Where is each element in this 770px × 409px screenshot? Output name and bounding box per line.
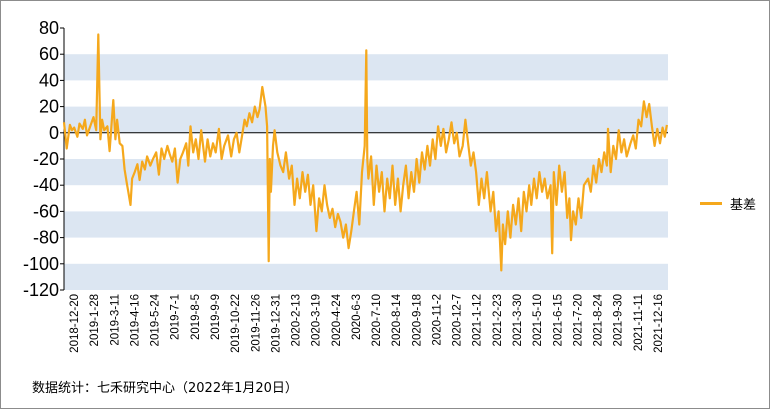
x-tick-label: 2019-11-26 [250,294,262,352]
x-tick-label: 2021-6-15 [552,294,564,346]
x-tick-label: 2019-7-1 [170,294,182,340]
x-tick-label: 2021-5-10 [532,294,544,346]
x-tick-label: 2020-7-10 [371,294,383,346]
x-tick-label: 2021-7-20 [572,294,584,346]
x-tick-label: 2020-2-13 [291,294,303,346]
y-tick-label: 0 [49,123,59,143]
x-tick-label: 2018-12-20 [69,294,81,353]
legend: 基差 [700,194,756,213]
y-tick-label: -20 [33,149,59,169]
legend-swatch [700,202,722,205]
y-tick-label: 80 [39,18,59,38]
x-tick-label: 2020-12-7 [452,294,464,346]
background-band [64,159,668,186]
y-tick-label: 40 [39,70,59,90]
y-tick-label: -40 [33,175,59,195]
x-tick-label: 2020-9-18 [411,294,423,346]
y-tick-label: -120 [23,280,59,300]
x-axis: 2018-12-20 2019-1-28 2019-3-11 2019-4-16 201… [69,293,665,352]
y-axis: 80 60 40 20 0 -20 -40 -60 -80 -100 -120 [23,18,65,300]
series-layer [62,33,668,272]
x-tick-label: 2020-8-14 [391,293,403,346]
background-bands [64,54,668,290]
x-tick-label: 2019-9-9 [210,294,222,340]
legend-label: 基差 [730,198,757,213]
x-tick-label: 2019-5-24 [150,293,162,346]
x-tick-label: 2019-1-28 [89,294,101,346]
y-tick-label: -60 [33,201,59,221]
background-band [64,263,668,290]
y-tick-label: 20 [39,97,59,117]
y-tick-label: -80 [33,228,59,248]
x-tick-label: 2019-12-31 [270,294,282,353]
x-tick-label: 2019-3-11 [109,294,121,346]
x-tick-label: 2021-2-23 [492,294,504,346]
x-tick-label: 2019-10-22 [230,294,242,353]
series-line-basis [62,33,668,272]
y-tick-label: 60 [39,44,59,64]
source-note: 数据统计：七禾研究中心（2022年1月20日） [32,381,298,396]
x-tick-label: 2020-11-2 [431,294,443,346]
y-tick-label: -100 [23,254,59,274]
x-tick-label: 2021-12-16 [653,294,665,353]
x-tick-label: 2020-6-3 [351,294,363,340]
x-tick-label: 2019-4-16 [129,294,141,346]
x-tick-label: 2021-11-11 [633,294,645,351]
x-tick-label: 2020-3-19 [311,294,323,346]
x-tick-label: 2020-4-24 [331,293,343,346]
x-tick-label: 2019-8-5 [190,294,202,340]
x-tick-label: 2021-8-24 [593,293,605,346]
x-tick-label: 2021-3-30 [512,294,524,346]
x-tick-label: 2021-1-12 [472,294,484,346]
x-tick-label: 2021-9-30 [613,294,625,346]
